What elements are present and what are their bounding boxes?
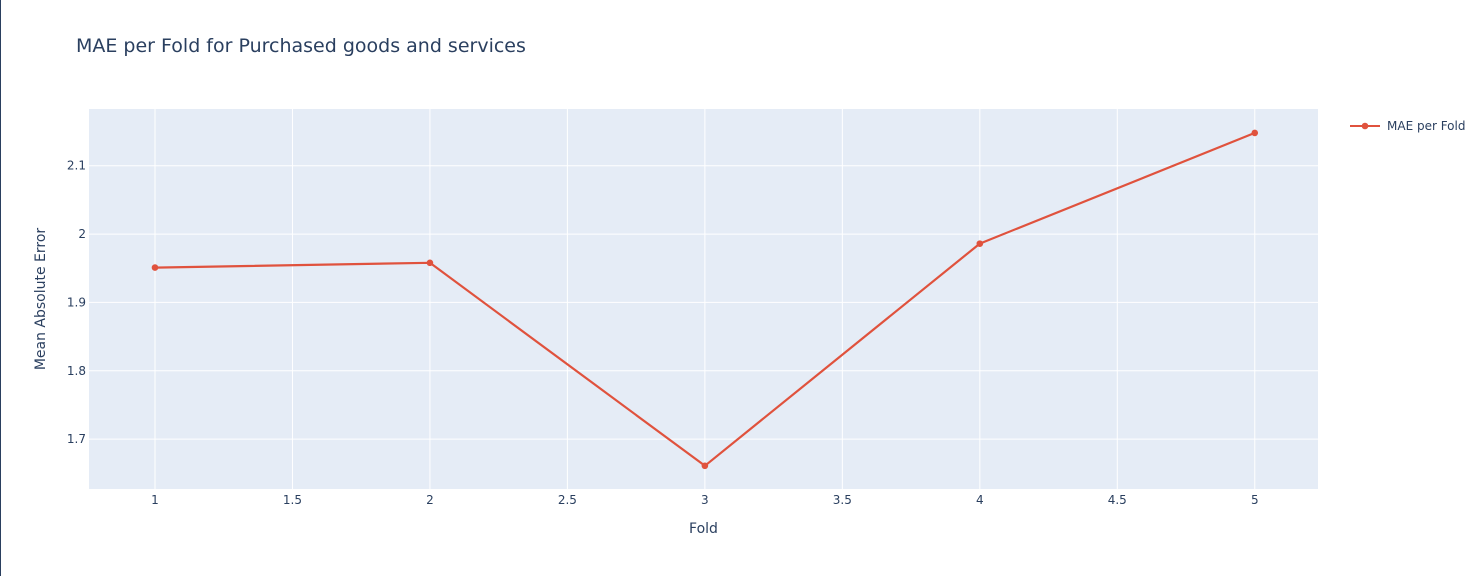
data-point[interactable] — [976, 240, 984, 247]
x-tick-label: 2.5 — [558, 493, 577, 507]
y-axis-title: Mean Absolute Error — [33, 228, 49, 371]
y-tick-label: 1.9 — [67, 295, 86, 309]
x-tick-label: 2 — [426, 493, 434, 507]
x-tick-label: 4.5 — [1108, 493, 1127, 507]
x-gridlines — [154, 109, 1256, 489]
y-tick-label: 2 — [78, 227, 86, 241]
data-point[interactable] — [426, 259, 434, 267]
window-left-border — [0, 0, 1, 576]
data-point[interactable] — [151, 264, 159, 271]
x-axis-title: Fold — [689, 521, 718, 537]
x-tick-labels: 1 1.5 2 2.5 3 3.5 4 4.5 5 — [151, 493, 1258, 507]
x-tick-label: 1.5 — [283, 493, 302, 507]
plot-area[interactable] — [89, 109, 1318, 489]
x-tick-label: 3 — [701, 493, 709, 507]
x-tick-label: 5 — [1251, 493, 1259, 507]
y-tick-label: 1.7 — [67, 432, 86, 446]
chart-title: MAE per Fold for Purchased goods and ser… — [76, 35, 526, 57]
legend-label: MAE per Fold — [1387, 119, 1465, 133]
series-layer — [151, 129, 1259, 470]
y-tick-labels: 1.7 1.8 1.9 2 2.1 — [67, 159, 86, 446]
y-tick-label: 2.1 — [67, 159, 86, 173]
x-tick-label: 3.5 — [833, 493, 852, 507]
x-tick-label: 1 — [151, 493, 159, 507]
legend-marker-swatch — [1361, 122, 1369, 130]
y-gridlines — [89, 165, 1318, 440]
x-tick-label: 4 — [976, 493, 984, 507]
data-point[interactable] — [1251, 129, 1259, 137]
legend[interactable]: MAE per Fold — [1350, 119, 1465, 133]
y-tick-label: 1.8 — [67, 364, 86, 378]
data-point[interactable] — [701, 462, 709, 470]
